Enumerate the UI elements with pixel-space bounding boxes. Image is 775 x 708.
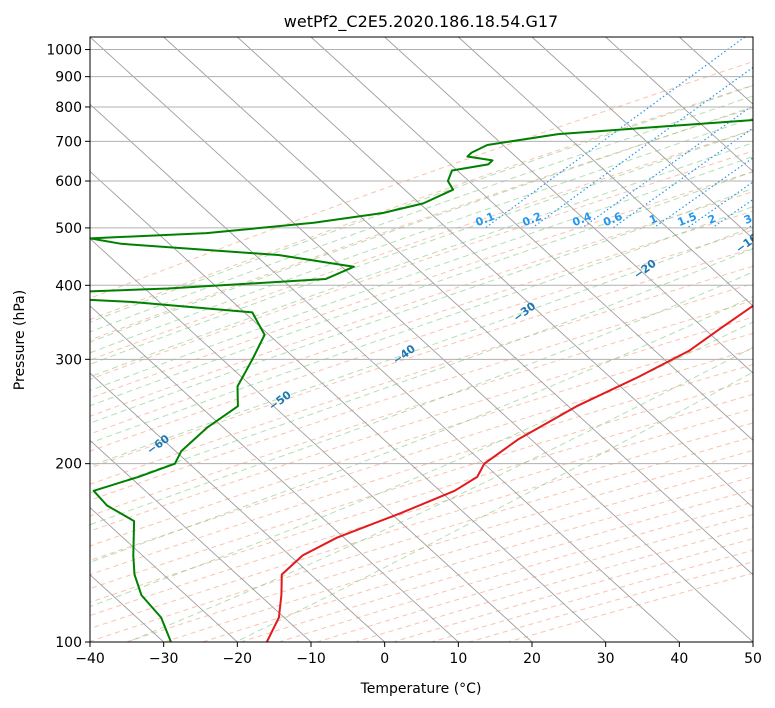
isotherm-line: [90, 439, 312, 642]
moist-adiabat-line: [90, 129, 753, 365]
isotherm-line: [384, 37, 753, 374]
moist-adiabat-line: [90, 106, 753, 343]
dry-adiabat-line: [90, 84, 753, 321]
isotherm-line: [90, 37, 753, 642]
dry-adiabat-line: [90, 171, 753, 399]
dry-adiabat-line: [90, 191, 753, 417]
x-axis-label: Temperature (°C): [360, 681, 482, 697]
moist-adiabat-line: [126, 346, 753, 642]
isotherm-line: [310, 37, 753, 441]
dry-adiabat-line: [90, 247, 753, 469]
isotherm-line: [163, 37, 753, 576]
y-tick-label: 300: [55, 352, 82, 368]
mixing-ratio-line: [581, 104, 753, 229]
isotherm-line: [531, 37, 753, 240]
isotherm-line: [90, 305, 459, 642]
x-tick-label: −40: [75, 651, 105, 667]
isotherm-line: [752, 37, 753, 38]
dry-adiabat-line: [90, 393, 753, 603]
moist-adiabat-line: [90, 156, 753, 392]
isotherm-line: [605, 37, 753, 173]
dry-adiabat-line: [90, 300, 753, 517]
dry-adiabat-line: [90, 129, 753, 361]
moist-adiabat-line: [90, 226, 753, 467]
y-tick-label: 600: [55, 174, 82, 190]
y-tick-label: 100: [55, 635, 82, 651]
x-tick-label: 30: [597, 651, 615, 667]
mixing-ratio-line: [653, 157, 753, 229]
chart-title: wetPf2_C2E5.2020.186.18.54.G17: [284, 12, 558, 32]
plot-frame: [89, 36, 754, 643]
moist-adiabat-line: [90, 248, 753, 494]
y-tick-label: 1000: [46, 43, 82, 59]
y-axis-label: Pressure (hPa): [12, 290, 28, 390]
moist-adiabat-line: [90, 187, 753, 424]
x-tick-label: 20: [523, 651, 541, 667]
x-tick-label: −30: [149, 651, 179, 667]
isotherm-line: [90, 103, 680, 642]
x-tick-label: 10: [449, 651, 467, 667]
mixing-ratio-label: 2: [706, 212, 718, 227]
isotherm-line: [90, 170, 606, 642]
dewpoint-profile-line: [90, 118, 753, 642]
dry-adiabat-line: [90, 348, 753, 561]
x-tick-label: −20: [223, 651, 253, 667]
isotherm-line: [237, 37, 753, 509]
isotherm-label: −70: [18, 481, 46, 506]
x-tick-label: 40: [670, 651, 688, 667]
dry-adiabat-line: [90, 107, 753, 341]
temperature-profile-line: [265, 304, 753, 642]
moist-adiabat-line: [90, 84, 753, 323]
y-tick-label: 700: [55, 134, 82, 150]
y-tick-label: 800: [55, 100, 82, 116]
profile-lines: [90, 118, 753, 642]
mixing-ratio-line: [484, 37, 746, 229]
isotherm-line: [90, 506, 238, 642]
moist-adiabat-line: [90, 296, 753, 563]
x-tick-label: −10: [296, 651, 326, 667]
mixing-ratio-label: 1: [647, 212, 659, 227]
isotherm-line: [458, 37, 753, 307]
moist-adiabat-line: [90, 142, 753, 378]
mixing-ratio-label: 3: [742, 212, 754, 227]
y-tick-label: 200: [55, 457, 82, 473]
isotherm-line: [90, 372, 385, 642]
x-tick-label: 0: [380, 651, 389, 667]
isotherm-line: [90, 238, 533, 642]
y-tick-label: 500: [55, 221, 82, 237]
axis-ticks: −40 −30 −20 −10 0 10 20 30 40 50 100 200 300 400 500 60…: [46, 43, 762, 667]
mixing-ratio-label: 4: [769, 212, 775, 227]
moist-adiabat-line: [90, 95, 753, 333]
x-tick-label: 50: [744, 651, 762, 667]
y-tick-label: 400: [55, 278, 82, 294]
y-tick-label: 900: [55, 70, 82, 86]
